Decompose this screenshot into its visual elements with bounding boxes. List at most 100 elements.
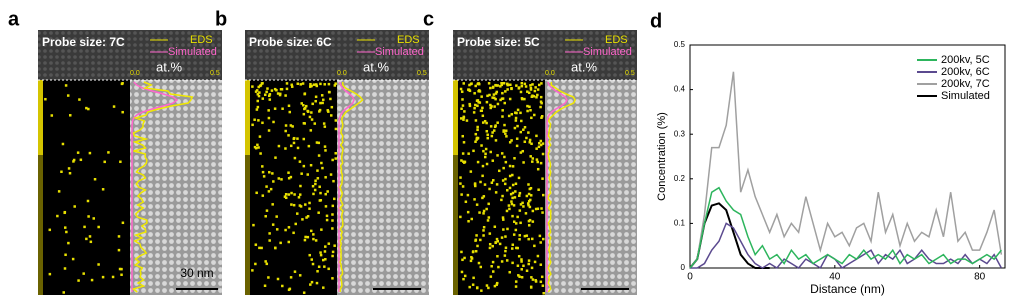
eds-dot — [251, 269, 254, 272]
eds-dot — [525, 136, 528, 140]
eds-dot — [252, 223, 255, 227]
eds-dot — [515, 111, 518, 115]
eds-dot — [504, 177, 507, 181]
eds-dot — [539, 161, 543, 165]
eds-dot — [518, 234, 522, 237]
eds-dot — [275, 88, 278, 92]
eds-dot — [488, 242, 492, 246]
eds-dot — [310, 84, 313, 88]
eds-dot — [541, 193, 545, 197]
eds-bar — [245, 155, 250, 295]
eds-dot — [64, 253, 67, 257]
eds-dot — [519, 221, 522, 225]
eds-dot — [319, 199, 323, 202]
eds-dot — [315, 84, 319, 88]
eds-dot — [264, 215, 267, 218]
eds-dot — [492, 129, 496, 132]
eds-dot — [483, 155, 487, 159]
eds-dot — [535, 147, 538, 150]
eds-dot — [465, 119, 469, 122]
eds-dot — [495, 183, 499, 186]
eds-dot — [500, 83, 504, 87]
eds-bar — [38, 155, 43, 295]
scale-max: 0.5 — [417, 70, 427, 77]
eds-dot — [511, 191, 515, 195]
eds-dot — [301, 82, 305, 85]
eds-dot — [461, 98, 464, 101]
eds-dot — [462, 141, 466, 144]
x-tick-label: 80 — [974, 272, 986, 283]
eds-dot — [283, 195, 287, 198]
eds-dot — [523, 234, 527, 238]
eds-dot — [287, 134, 290, 137]
eds-dot — [527, 131, 530, 134]
eds-dot — [518, 238, 521, 241]
eds-dot — [475, 234, 478, 237]
eds-dot — [540, 275, 544, 279]
eds-dot — [517, 86, 521, 89]
eds-dot — [303, 238, 307, 242]
eds-dot — [255, 89, 259, 92]
eds-dot — [527, 224, 531, 227]
eds-dot — [503, 155, 506, 159]
legend-label: Simulated — [941, 90, 990, 102]
eds-dot — [477, 261, 481, 265]
eds-dot — [520, 260, 523, 263]
scale-min: 0.0 — [130, 70, 140, 77]
eds-dot — [264, 260, 267, 263]
eds-dot — [527, 203, 530, 207]
eds-dot — [486, 219, 490, 222]
eds-dot — [270, 89, 274, 92]
eds-dot — [495, 283, 498, 286]
eds-dot — [524, 85, 528, 88]
sim-profile — [546, 81, 568, 292]
eds-dot — [501, 115, 504, 118]
eds-dot — [501, 179, 505, 182]
eds-dot — [48, 272, 52, 276]
eds-dot — [470, 82, 473, 85]
legend-sim: Simulated — [375, 46, 424, 58]
eds-dot — [303, 92, 306, 96]
eds-dot — [66, 94, 70, 97]
eds-dot — [310, 118, 314, 121]
eds-dot — [529, 186, 533, 190]
scale-min: 0.0 — [337, 70, 347, 77]
eds-dot — [485, 121, 488, 125]
eds-dot — [284, 94, 287, 97]
eds-dot — [481, 174, 484, 178]
eds-dot — [76, 151, 80, 154]
eds-dot — [315, 83, 318, 86]
eds-dot — [306, 173, 310, 176]
eds-dot — [287, 171, 290, 174]
eds-dot — [501, 216, 505, 219]
eds-dot — [491, 159, 495, 162]
eds-dot — [522, 161, 525, 164]
eds-dot — [494, 139, 498, 142]
eds-dot — [515, 84, 518, 87]
eds-dot — [522, 264, 525, 268]
eds-dot — [485, 100, 489, 104]
eds-dot — [312, 233, 315, 236]
eds-dot — [121, 110, 124, 114]
eds-dot — [294, 222, 297, 226]
eds-dot — [512, 204, 516, 207]
eds-dot — [526, 90, 529, 93]
eds-dot — [539, 139, 543, 143]
eds-dot — [318, 108, 322, 112]
eds-dot — [537, 145, 541, 149]
eds-dot — [481, 196, 484, 200]
eds-dot — [72, 158, 76, 162]
eds-dot — [508, 164, 512, 168]
eds-dot — [496, 84, 499, 87]
eds-dot — [463, 274, 467, 278]
eds-dot — [324, 176, 327, 179]
eds-dot — [481, 106, 484, 110]
eds-dot — [257, 119, 260, 122]
eds-dot — [276, 92, 280, 95]
eds-dot — [319, 253, 323, 257]
eds-dot — [539, 263, 543, 266]
eds-dot — [485, 207, 488, 211]
eds-dot — [487, 216, 491, 219]
eds-dot — [486, 94, 489, 98]
eds-dot — [539, 241, 542, 244]
